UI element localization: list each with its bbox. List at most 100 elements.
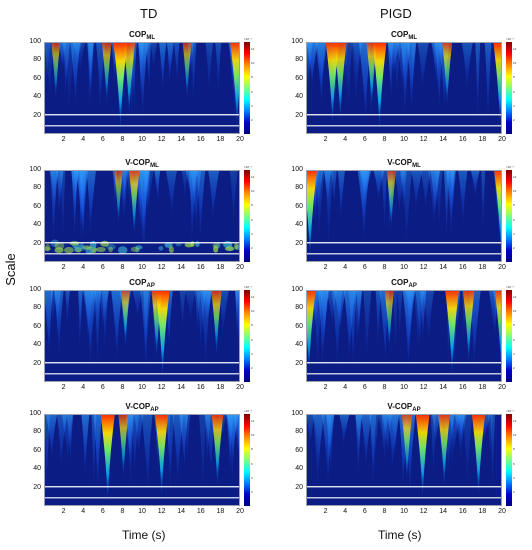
low-scale-blob: [106, 244, 116, 250]
x-tick-label: 20: [498, 384, 506, 391]
column-title-pigd: PIGD: [380, 6, 412, 21]
colorbar-tick-label: 10: [513, 189, 517, 194]
heatmap-svg: [45, 171, 239, 261]
background-streak: [166, 43, 174, 90]
hotspot-spike: [445, 291, 459, 379]
y-tick-label: 60: [33, 322, 41, 330]
colorbar-exponent: ×10⁻³: [244, 37, 252, 41]
heatmap-plot-area: [306, 414, 502, 506]
background-streak: [50, 291, 57, 330]
background-streak: [382, 415, 393, 461]
x-tick-label: 8: [382, 136, 387, 143]
x-tick-label: 10: [138, 264, 146, 271]
x-tick-label: 4: [81, 264, 86, 271]
background-streak: [321, 415, 334, 493]
colorbar: [244, 170, 250, 262]
x-tick-label: 8: [120, 264, 125, 271]
background-streak: [208, 171, 220, 227]
y-tick-label: 20: [33, 111, 41, 119]
hotspot-spike: [334, 43, 347, 123]
background-streak: [490, 415, 496, 505]
colorbar-tick-label: 6: [513, 461, 515, 466]
background-streak: [45, 415, 51, 504]
colorbar-exponent: ×10⁻³: [244, 285, 252, 289]
low-scale-blob: [135, 247, 140, 253]
y-tick-label: 20: [33, 239, 41, 247]
heatmap-plot-area: [44, 42, 240, 134]
panel-title-main: V-COP: [125, 402, 151, 411]
y-tick-label: 60: [295, 202, 303, 210]
y-tick-label: 100: [29, 410, 41, 417]
y-tick-label: 40: [295, 341, 303, 349]
background-streak: [54, 291, 61, 338]
background-streak: [446, 171, 455, 226]
heatmap-plot-area: [306, 42, 502, 134]
heatmap-svg: [307, 291, 501, 381]
colorbar-tick-label: 12: [513, 47, 517, 52]
colorbar-tick-label: 10: [513, 309, 517, 314]
background-streak: [337, 171, 345, 228]
background-streak: [351, 43, 362, 114]
hotspot-spike: [384, 291, 394, 351]
background-streak: [91, 415, 97, 504]
hotspot-spike: [114, 171, 123, 226]
hotspot-spike: [151, 291, 163, 361]
hotspot-spike: [372, 43, 387, 133]
hotspot-spike: [51, 43, 61, 101]
background-streak: [358, 43, 371, 131]
low-scale-blob: [168, 246, 174, 253]
background-streak: [316, 43, 328, 93]
y-tick-label: 100: [29, 166, 41, 173]
x-axis-label-left: Time (s): [122, 528, 166, 542]
background-streak: [94, 291, 101, 378]
background-streak: [397, 291, 403, 349]
hotspot-spike: [113, 43, 128, 133]
x-tick-label: 4: [81, 508, 86, 515]
colorbar-tick-label: 10: [513, 433, 517, 438]
background-streak: [166, 415, 171, 463]
colorbar-tick-label: 8: [513, 323, 515, 328]
low-scale-blob: [82, 245, 92, 250]
background-streak: [420, 291, 427, 349]
heatmap-svg: [45, 415, 239, 505]
background-streak: [82, 291, 95, 343]
hotspot-spike: [386, 171, 396, 231]
low-scale-blob: [63, 246, 74, 254]
x-tick-label: 20: [498, 136, 506, 143]
colorbar-tick-label: 8: [251, 203, 253, 208]
background-streak: [375, 291, 381, 357]
background-streak: [444, 171, 449, 252]
panel-title-main: V-COP: [387, 158, 413, 167]
y-tick-label: 40: [33, 221, 41, 229]
hotspot-spike: [401, 415, 413, 483]
hotspot-spike: [182, 43, 192, 101]
panel-title-main: V-COP: [387, 402, 413, 411]
low-scale-blob: [45, 243, 51, 252]
background-streak: [348, 291, 357, 378]
x-tick-label: 20: [498, 508, 506, 515]
x-tick-label: 16: [196, 264, 205, 271]
x-tick-label: 2: [61, 264, 66, 271]
colorbar-tick-label: 4: [513, 231, 515, 236]
background-streak: [353, 291, 362, 356]
x-tick-label: 6: [362, 508, 367, 515]
x-tick-label: 12: [157, 264, 166, 271]
background-streak: [313, 415, 324, 499]
x-tick-label: 10: [400, 384, 408, 391]
hotspot-spike: [101, 43, 112, 106]
x-tick-label: 2: [323, 384, 328, 391]
background-streak: [417, 43, 429, 97]
hotspot-spike: [100, 415, 115, 505]
y-tick-label: 60: [295, 322, 303, 330]
panel-title: V-COPAP: [44, 402, 240, 413]
background-streak: [150, 43, 157, 75]
background-streak: [475, 43, 481, 132]
background-streak: [166, 171, 177, 221]
colorbar-tick-label: 4: [251, 351, 253, 356]
colorbar-tick-label: 8: [251, 75, 253, 80]
colorbar-exponent: ×10⁻³: [244, 165, 252, 169]
background-streak: [235, 291, 239, 359]
background-streak: [411, 43, 416, 105]
colorbar-tick-label: 4: [513, 475, 515, 480]
hotspot-spike: [366, 43, 377, 111]
